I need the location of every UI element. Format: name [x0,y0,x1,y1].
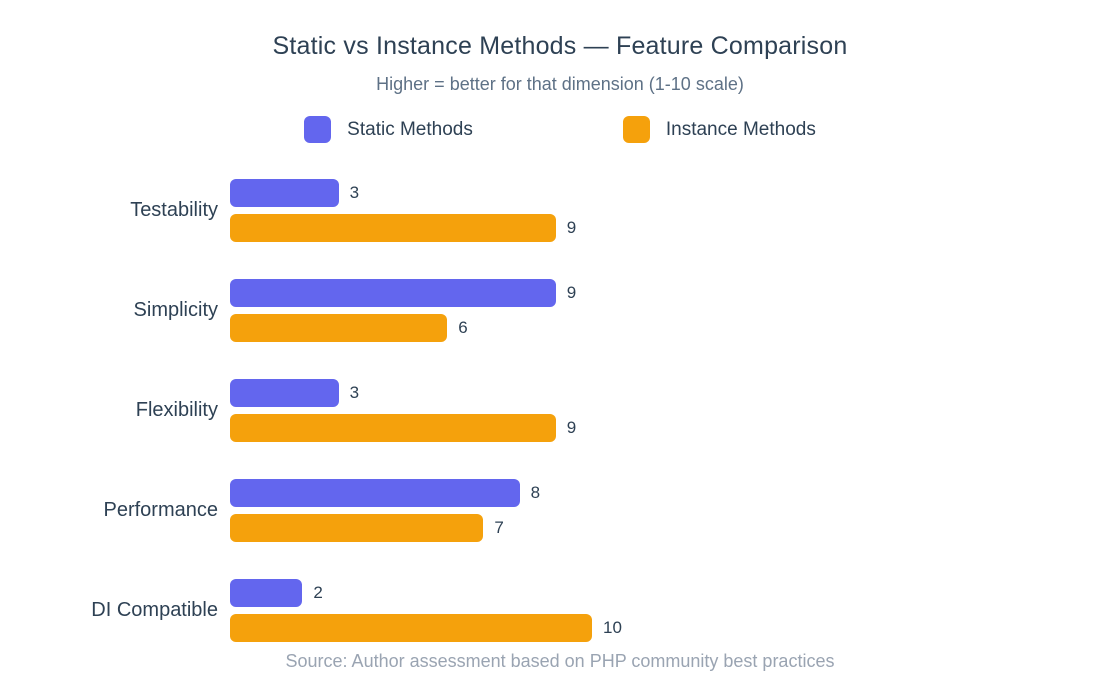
bar-line-testability-instance-methods: 9 [230,213,577,242]
bar-group-simplicity: Simplicity 9 6 [0,260,1120,360]
bar-line-testability-static-methods: 3 [230,178,576,207]
bar-group-di-compatible: DI Compatible 2 10 [0,560,1120,660]
bar-testability-static-methods [230,178,339,207]
bar-value-di-compatible-static-methods: 2 [313,582,323,602]
bar-rows: Testability 3 9 Simplicity 9 6 Flexibility 3 9 Pe… [0,160,1120,660]
bar-line-performance-instance-methods: 7 [230,513,540,542]
bar-line-performance-static-methods: 8 [230,478,541,507]
chart-source-note: Source: Author assessment based on PHP c… [285,651,835,671]
bar-line-simplicity-static-methods: 9 [230,278,577,307]
category-label-simplicity: Simplicity [133,298,218,321]
bar-flexibility-static-methods [230,378,339,407]
bar-simplicity-static-methods [230,278,556,307]
bar-line-flexibility-instance-methods: 9 [230,413,577,442]
bar-value-di-compatible-instance-methods: 10 [603,617,622,637]
bar-group-performance: Performance 8 7 [0,460,1120,560]
legend-swatch-static-methods [304,116,332,143]
legend-item-instance-methods: Instance Methods [622,116,816,143]
bar-value-performance-static-methods: 8 [530,482,541,502]
bar-testability-instance-methods [230,213,556,242]
bar-flexibility-instance-methods [230,413,556,442]
bars-di-compatible: 2 10 [230,578,622,642]
bar-value-simplicity-instance-methods: 6 [458,317,468,337]
bar-value-testability-static-methods: 3 [349,182,360,202]
bar-value-performance-instance-methods: 7 [494,517,504,537]
bar-line-simplicity-instance-methods: 6 [230,313,576,342]
bar-value-flexibility-static-methods: 3 [349,382,360,402]
bar-performance-static-methods [230,478,520,507]
bar-value-testability-instance-methods: 9 [566,217,577,237]
bar-line-flexibility-static-methods: 3 [230,378,576,407]
bar-group-flexibility: Flexibility 3 9 [0,360,1120,460]
bar-line-di-compatible-static-methods: 2 [230,578,622,607]
chart-title: Static vs Instance Methods — Feature Com… [272,32,848,60]
bar-performance-instance-methods [230,513,484,542]
bar-simplicity-instance-methods [230,313,448,342]
bar-di-compatible-instance-methods [230,613,592,642]
category-label-di-compatible: DI Compatible [91,598,218,621]
bar-value-flexibility-instance-methods: 9 [566,417,577,437]
legend-item-static-methods: Static Methods [304,116,473,143]
legend: Static Methods Instance Methods [0,116,1120,143]
legend-swatch-instance-methods [622,116,650,143]
bar-di-compatible-static-methods [230,578,303,607]
chart-subtitle: Higher = better for that dimension (1-10… [376,74,744,94]
legend-label-static-methods: Static Methods [347,118,473,140]
category-label-testability: Testability [130,198,218,221]
bar-line-di-compatible-instance-methods: 10 [230,613,622,642]
bar-group-testability: Testability 3 9 [0,160,1120,260]
category-label-performance: Performance [103,498,219,521]
category-label-flexibility: Flexibility [135,398,218,421]
bar-value-simplicity-static-methods: 9 [566,282,577,302]
legend-label-instance-methods: Instance Methods [665,118,816,140]
